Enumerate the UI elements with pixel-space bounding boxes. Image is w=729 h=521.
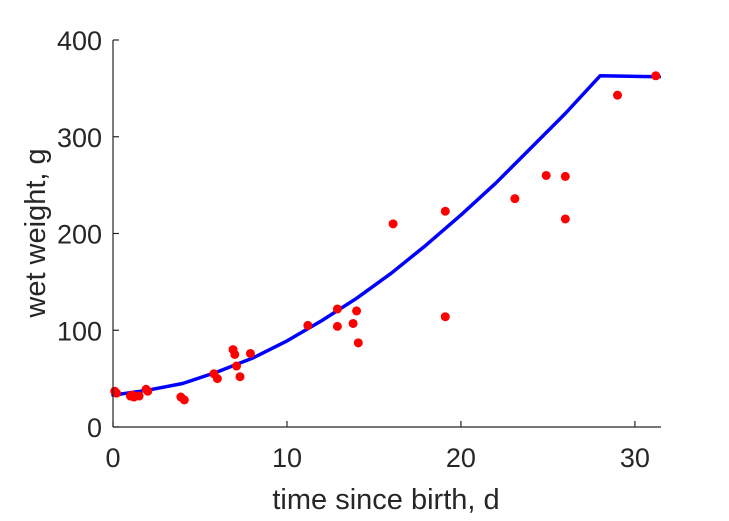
data-point <box>235 372 245 382</box>
data-point <box>440 206 450 216</box>
plot-area <box>110 71 662 405</box>
data-point <box>179 395 189 405</box>
data-point <box>212 374 222 384</box>
y-axis-label: wet weight, g <box>20 148 52 318</box>
data-point <box>440 312 450 322</box>
data-point <box>230 349 240 359</box>
data-point <box>111 388 121 398</box>
data-point <box>348 318 358 328</box>
data-point <box>332 304 342 314</box>
y-tick-label: 300 <box>57 123 102 153</box>
data-point <box>560 214 570 224</box>
data-point <box>332 321 342 331</box>
y-tick-label: 0 <box>87 413 102 443</box>
x-tick-label: 10 <box>272 443 302 473</box>
data-point <box>651 71 661 81</box>
data-point <box>510 194 520 204</box>
y-tick-label: 200 <box>57 220 102 250</box>
data-point <box>352 306 362 316</box>
y-tick-label: 100 <box>57 316 102 346</box>
data-point <box>143 386 153 396</box>
data-point <box>388 219 398 229</box>
y-tick-label: 400 <box>57 26 102 56</box>
x-tick-label: 20 <box>446 443 476 473</box>
data-point <box>245 348 255 358</box>
fit-curve <box>111 74 662 397</box>
data-point <box>560 171 570 181</box>
data-point <box>134 391 144 401</box>
data-point <box>613 90 623 100</box>
x-tick-label: 0 <box>105 443 120 473</box>
data-point <box>353 338 363 348</box>
data-point <box>541 170 551 180</box>
data-point <box>232 361 242 371</box>
x-tick-label: 30 <box>620 443 650 473</box>
x-axis-label: time since birth, d <box>272 484 499 516</box>
data-point <box>303 320 313 330</box>
